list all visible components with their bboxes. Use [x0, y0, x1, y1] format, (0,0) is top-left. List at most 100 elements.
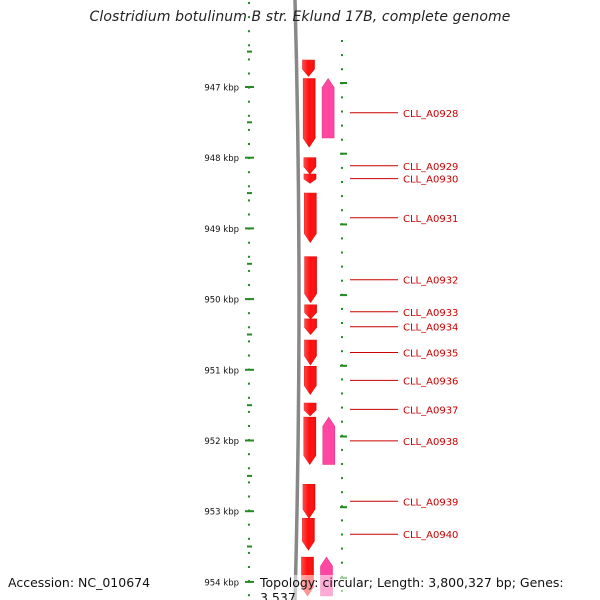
ruler-dot [248, 185, 250, 188]
axis-tick-label: 952 kbp [204, 437, 239, 447]
ruler-dot [341, 209, 343, 212]
genes-label: Genes: [519, 575, 564, 590]
ruler-dot [341, 350, 343, 353]
gene-label: CLL_A0932 [403, 276, 458, 287]
backbone-line [293, 0, 301, 600]
ruler-dot [248, 523, 250, 526]
gene-arrow-shade [304, 304, 317, 319]
ruler-dot [341, 237, 343, 240]
axis-tick-label: 950 kbp [204, 296, 239, 306]
ruler-dot [248, 255, 250, 258]
ruler-dot [341, 463, 343, 465]
gene-label: CLL_A0940 [403, 530, 458, 541]
ruler-dot [248, 340, 250, 343]
ruler-dot [341, 166, 343, 169]
ruler-dot [248, 114, 250, 117]
ruler-dot [248, 213, 250, 216]
ruler-dot [341, 110, 343, 113]
topology-value: circular [322, 575, 369, 590]
ruler-dot [248, 16, 250, 19]
gene-label: CLL_A0939 [403, 497, 458, 508]
axis-tick-label: 949 kbp [204, 225, 239, 235]
ruler-dot [341, 40, 343, 42]
ruler-dot [341, 68, 343, 71]
ruler-dot [248, 312, 250, 315]
axis-tick-label: 953 kbp [204, 508, 239, 518]
ruler-dot [341, 519, 343, 522]
axis-ticks: 947 kbp 948 kbp 949 kbp 950 kbp 951 kbp 952 k… [204, 50, 347, 588]
axis-tick-label: 947 kbp [204, 84, 239, 94]
ruler-dot [248, 199, 250, 202]
ruler-dot [248, 72, 250, 75]
ruler-dot [248, 2, 250, 4]
ruler-dot [248, 44, 250, 47]
ruler-dot [341, 561, 343, 564]
ruler-dot [341, 181, 343, 183]
gene-label: CLL_A0928 [403, 109, 458, 120]
ruler-dot [248, 171, 250, 174]
gene-arrow-shade [303, 417, 316, 465]
ruler-dot [248, 30, 250, 33]
gene-label: CLL_A0934 [403, 323, 458, 334]
genome-backbone [293, 0, 301, 600]
ruler-dot [341, 378, 343, 381]
ruler-dot [341, 491, 343, 494]
genome-summary: Topology: circular; Length: 3,800,327 bp… [260, 575, 600, 600]
ruler-dot [248, 410, 250, 413]
gene-arrow-reverse [322, 416, 336, 465]
gene-label: CLL_A0931 [403, 214, 458, 225]
gene-labels: CLL_A0928 CLL_A0929 CLL_A0930 CLL_A0931 CLL_… [350, 109, 458, 541]
ruler-dot [341, 533, 343, 536]
ruler-dot [248, 495, 250, 498]
genes-value: 3,537 [260, 590, 296, 600]
ruler-dot [341, 448, 343, 451]
ruler-dot [248, 326, 250, 329]
ruler-dot [248, 453, 250, 456]
gene-label: CLL_A0938 [403, 437, 458, 448]
ruler-dot [248, 467, 250, 470]
gene-arrow-shade [304, 318, 317, 335]
ruler-dot [341, 477, 343, 480]
ruler-dot [248, 241, 250, 244]
ruler-dot [248, 100, 250, 103]
gene-arrow-shade [304, 340, 317, 365]
map-title: Clostridium botulinum B str. Eklund 17B,… [89, 9, 511, 25]
ruler-dot [341, 547, 343, 550]
axis-tick-label: 951 kbp [204, 366, 239, 376]
axis-tick-label: 954 kbp [204, 578, 239, 588]
ruler-dot [248, 594, 250, 597]
ruler-dot [248, 128, 250, 131]
ruler-dot [341, 392, 343, 395]
gene-arrow-shade [304, 174, 316, 184]
ruler-dot [341, 96, 343, 99]
gene-arrow-shade [304, 366, 317, 395]
gene-arrow-shade [304, 193, 317, 243]
topology-label: Topology: [260, 575, 319, 590]
gene-label: CLL_A0933 [403, 308, 458, 319]
ruler-dot [341, 420, 343, 423]
gene-arrow-shade [303, 157, 316, 174]
ruler-dot [248, 143, 250, 145]
gene-label: CLL_A0935 [403, 349, 458, 360]
ruler-dot [248, 396, 250, 399]
ruler-dot [341, 124, 343, 127]
ruler-dot [341, 251, 343, 254]
gene-arrow-shade [302, 60, 315, 77]
gene-label: CLL_A0937 [403, 405, 458, 416]
ruler-dot [248, 354, 250, 357]
gene-arrow-reverse [321, 77, 335, 139]
ruler-dot [248, 58, 250, 61]
ruler-dot [341, 307, 343, 310]
gene-label: CLL_A0930 [403, 175, 458, 186]
gene-arrow-shade [302, 518, 315, 551]
ruler-dot [248, 537, 250, 540]
gene-arrow-shade [303, 484, 315, 519]
ruler-dot [248, 481, 250, 484]
ruler-dot [248, 284, 250, 286]
gene-track [301, 59, 336, 597]
gene-arrow-shade [304, 403, 317, 416]
ruler-dot [248, 425, 250, 427]
length-label: Length: [376, 575, 425, 590]
